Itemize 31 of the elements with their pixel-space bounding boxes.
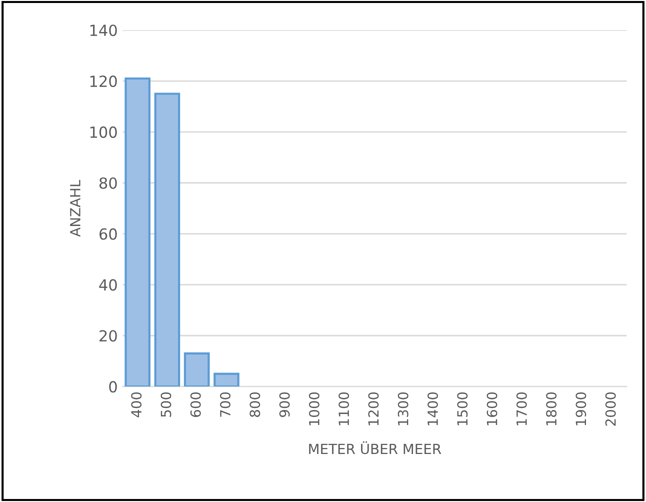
bar [214,372,240,387]
bar [124,77,150,387]
x-tick-label: 800 [250,392,260,417]
x-tick-label: 2000 [605,392,616,426]
x-tick-label: 1100 [338,392,350,426]
x-tick-label: 1600 [486,392,498,426]
x-tick-label: 400 [131,392,142,418]
x-tick-label: 500 [160,392,172,417]
x-tick-label: 1200 [368,392,379,426]
y-tick-label: 100 [90,126,117,138]
x-tick-label: 1000 [308,392,320,426]
bar [154,92,180,387]
x-tick-label: 1800 [546,392,557,426]
x-tick-label: 1700 [516,392,527,426]
y-tick-label: 60 [100,228,117,240]
x-tick-label: 1900 [576,392,586,426]
x-tick-label: 1500 [457,392,468,426]
x-tick-label: 700 [220,392,231,417]
x-tick-label: 600 [190,392,201,417]
y-axis-title: ANZAHL [70,180,80,237]
x-axis-title: METER ÜBER MEER [309,441,442,454]
x-tick-label: 900 [279,392,290,418]
y-tick-label: 20 [100,330,117,342]
y-tick-label: 0 [109,381,117,393]
bar [184,352,210,387]
x-tick-label: 1400 [427,392,438,426]
y-tick-label: 140 [90,24,117,36]
y-tick-label: 40 [99,279,117,291]
y-tick-label: 80 [99,177,117,189]
x-tick-label: 1300 [398,392,408,426]
y-tick-label: 120 [90,76,117,88]
